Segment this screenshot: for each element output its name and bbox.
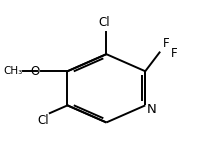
- Text: CH₃: CH₃: [3, 66, 22, 76]
- Text: Cl: Cl: [37, 114, 49, 127]
- Text: O: O: [31, 65, 40, 78]
- Text: F: F: [163, 37, 169, 50]
- Text: N: N: [146, 103, 156, 116]
- Text: F: F: [171, 47, 177, 61]
- Text: Cl: Cl: [99, 15, 110, 29]
